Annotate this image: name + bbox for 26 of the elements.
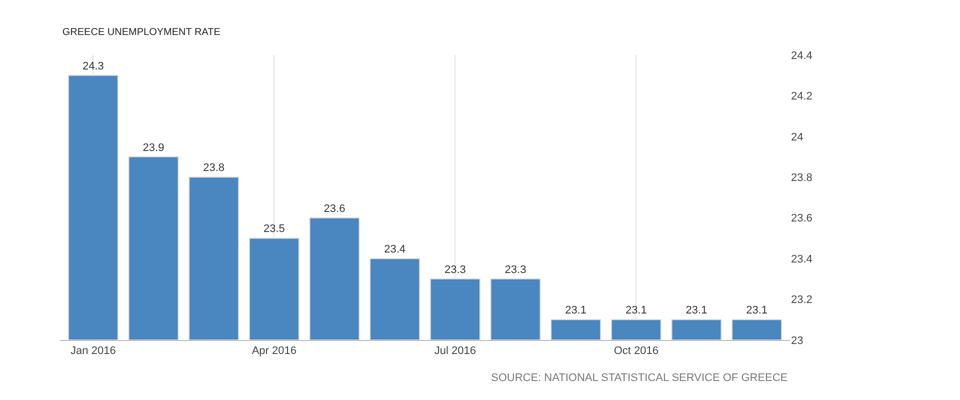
data-label: 23.1	[565, 304, 587, 317]
data-label: 23.3	[444, 264, 466, 276]
y-tick-label: 23	[791, 334, 804, 347]
y-tick-label: 23.8	[791, 172, 812, 184]
data-label: 23.6	[324, 202, 346, 215]
y-tick-label: 23.6	[791, 212, 812, 225]
data-label: 24.3	[82, 60, 104, 72]
y-tick-label: 24.4	[791, 50, 812, 62]
source-note: SOURCE: NATIONAL STATISTICAL SERVICE OF GREECE	[491, 372, 788, 384]
data-label: 23.1	[625, 304, 647, 317]
y-tick-label: 24	[791, 131, 804, 144]
x-tick-label: Jan 2016	[70, 345, 116, 358]
y-tick-label: 23.2	[791, 294, 812, 306]
x-tick-label: Jul 2016	[434, 345, 476, 358]
data-label: 23.1	[746, 304, 768, 317]
data-label: 23.8	[203, 162, 225, 174]
y-tick-label: 24.2	[791, 90, 812, 103]
y-tick-label: 23.4	[791, 253, 812, 266]
data-label: 23.1	[686, 304, 708, 317]
data-label: 23.5	[263, 223, 285, 236]
data-label: 23.3	[504, 264, 526, 276]
x-tick-label: Oct 2016	[614, 345, 658, 358]
chart-title: GREECE UNEMPLOYMENT RATE	[62, 27, 221, 38]
data-label: 23.9	[142, 142, 164, 154]
x-tick-label: Apr 2016	[252, 345, 296, 358]
data-label: 23.4	[384, 244, 406, 256]
